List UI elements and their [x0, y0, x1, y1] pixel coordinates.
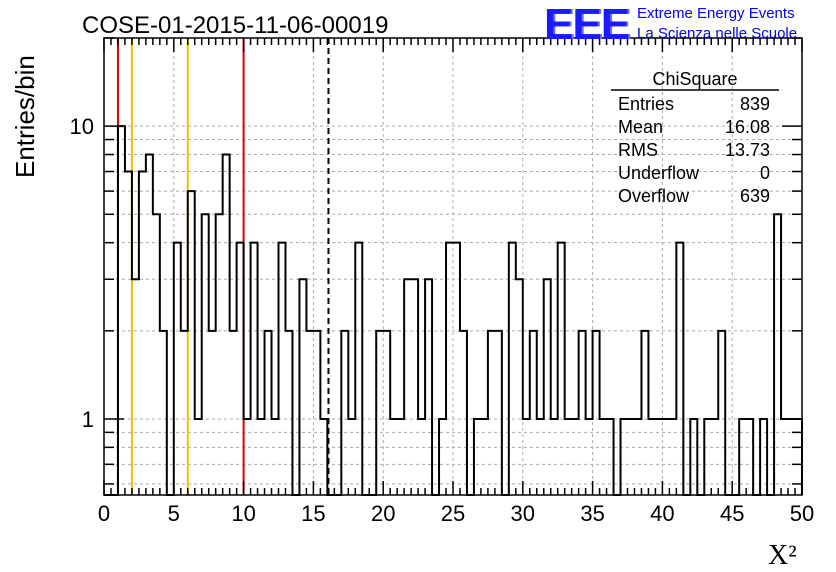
- stats-label: Underflow: [618, 163, 700, 183]
- x-tick-label: 45: [720, 501, 744, 526]
- y-tick-label: 1: [82, 407, 94, 432]
- grid-lines: [104, 38, 802, 495]
- x-tick-labels: 0 5 10 15 20 25 30 35 40 45 50: [98, 501, 814, 526]
- eee-logo-mark: EEE: [544, 0, 630, 49]
- x-tick-label: 35: [580, 501, 604, 526]
- stats-value: 839: [740, 94, 770, 114]
- stats-label: Mean: [618, 117, 663, 137]
- x-axis-label: X²: [768, 540, 797, 571]
- x-tick-label: 10: [231, 501, 255, 526]
- x-tick-label: 0: [98, 501, 110, 526]
- stats-label: Overflow: [618, 186, 690, 206]
- stats-label: RMS: [618, 140, 658, 160]
- logo-line-1: Extreme Energy Events: [637, 5, 795, 22]
- axis-ticks: [103, 37, 803, 495]
- y-tick-label: 10: [70, 114, 94, 139]
- eee-logo: EEE Extreme Energy Events La Scienza nel…: [540, 0, 830, 49]
- histogram-series: [104, 125, 803, 496]
- stats-title: ChiSquare: [652, 69, 737, 89]
- x-tick-label: 40: [650, 501, 674, 526]
- stats-label: Entries: [618, 94, 674, 114]
- stats-box: ChiSquare Entries 839 Mean 16.08 RMS 13.…: [611, 69, 779, 206]
- logo-line-2: La Scienza nelle Scuole: [637, 25, 798, 42]
- stats-value: 13.73: [725, 140, 770, 160]
- stats-value: 0: [760, 163, 770, 183]
- y-axis-label: Entries/bin: [10, 55, 40, 178]
- x-tick-label: 25: [441, 501, 465, 526]
- stats-value: 16.08: [725, 117, 770, 137]
- chart-title: COSE-01-2015-11-06-00019: [82, 12, 388, 39]
- x-tick-label: 5: [168, 501, 180, 526]
- x-tick-label: 50: [790, 501, 814, 526]
- x-tick-label: 15: [301, 501, 325, 526]
- x-tick-label: 30: [511, 501, 535, 526]
- y-tick-labels: 1 10: [70, 114, 94, 432]
- x-tick-label: 20: [371, 501, 395, 526]
- stats-value: 639: [740, 186, 770, 206]
